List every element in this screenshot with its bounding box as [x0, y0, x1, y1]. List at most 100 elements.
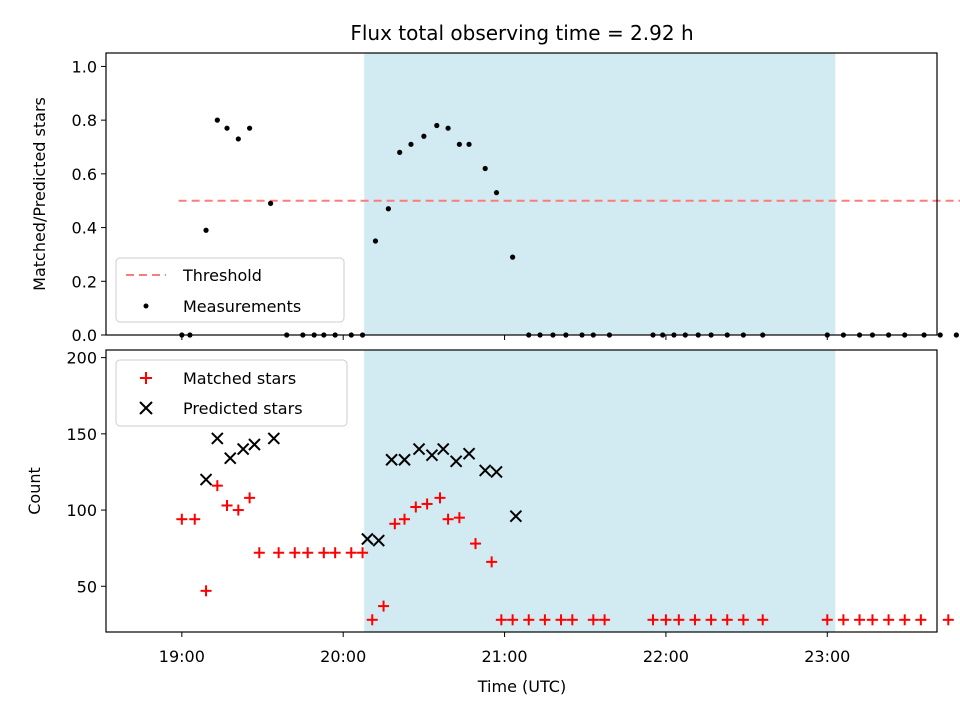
matched-star-point — [523, 614, 535, 626]
measurement-point — [224, 125, 230, 131]
top-panel: 0.0 0.2 0.4 0.6 0.8 1.0 Matched/Predicted sta… — [30, 52, 960, 345]
matched-star-point — [660, 614, 672, 626]
x-tick-label: 23:00 — [804, 647, 850, 666]
matched-star-point — [866, 614, 878, 626]
matched-star-point — [318, 547, 330, 559]
matched-star-point — [566, 614, 578, 626]
measurement-point — [372, 238, 379, 244]
measurement-point — [445, 125, 451, 131]
matched-star-point — [244, 492, 256, 504]
matched-star-point — [470, 538, 482, 550]
legend-measurements-label: Measurements — [183, 297, 301, 316]
matched-star-point — [378, 600, 390, 612]
legend-measurements-swatch — [143, 303, 149, 309]
x-tick-label: 21:00 — [482, 647, 528, 666]
matched-star-point — [421, 498, 433, 510]
matched-star-point — [507, 614, 519, 626]
measurement-point — [397, 149, 403, 155]
measurement-point — [421, 133, 427, 139]
matched-star-point — [705, 614, 717, 626]
measurement-point — [408, 141, 414, 147]
matched-star-point — [453, 512, 465, 524]
bottom-legend-box — [115, 359, 348, 427]
bottom-y-axis-label: Count — [25, 467, 44, 515]
x-tick-label: 20:00 — [320, 647, 366, 666]
predicted-star-point — [236, 442, 250, 456]
matched-star-point — [942, 614, 954, 626]
matched-star-point — [366, 614, 378, 626]
predicted-star-point — [490, 465, 503, 479]
matched-star-point — [899, 614, 911, 626]
predicted-star-point — [425, 448, 439, 462]
measurement-point — [434, 122, 440, 129]
matched-star-point — [599, 614, 611, 626]
x-tick-label: 22:00 — [643, 647, 689, 666]
matched-star-point — [821, 614, 833, 626]
matched-star-point — [854, 614, 866, 626]
matched-star-point — [253, 547, 265, 559]
y-tick-label: 50 — [77, 577, 97, 596]
matched-star-point — [689, 614, 701, 626]
legend-threshold-label: Threshold — [182, 266, 262, 285]
measurement-point — [482, 165, 488, 172]
predicted-star-point — [509, 509, 523, 523]
matched-star-point — [289, 547, 301, 559]
predicted-star-point — [437, 442, 450, 456]
measurement-point — [466, 141, 472, 147]
predicted-star-point — [224, 452, 237, 465]
predicted-star-point — [267, 432, 281, 445]
legend-predicted-label: Predicted stars — [183, 399, 303, 418]
predicted-star-point — [361, 532, 374, 546]
y-tick-label: 0.4 — [72, 219, 97, 238]
matched-star-point — [883, 614, 895, 626]
chart-title: Flux total observing time = 2.92 h — [350, 21, 693, 45]
bottom-y-ticks: 50 100 150 200 — [66, 349, 106, 596]
matched-star-point — [587, 614, 599, 626]
matched-star-point — [673, 614, 685, 626]
matched-star-point — [329, 547, 341, 559]
matched-star-point — [211, 480, 223, 492]
matched-star-point — [495, 614, 507, 626]
bottom-plot-frame — [105, 349, 938, 633]
y-tick-label: 100 — [66, 501, 97, 520]
y-tick-label: 200 — [66, 349, 97, 368]
matched-star-point — [221, 499, 233, 511]
measurement-point — [267, 200, 274, 206]
matched-star-point — [189, 513, 201, 525]
y-tick-label: 150 — [66, 425, 97, 444]
predicted-stars-series — [199, 432, 523, 547]
y-tick-label: 0.0 — [72, 326, 97, 345]
predicted-star-point — [462, 447, 476, 460]
matched-star-point — [915, 614, 927, 626]
measurement-point — [214, 117, 220, 123]
matched-star-point — [555, 614, 567, 626]
measurement-point — [247, 125, 253, 131]
legend-matched-swatch — [140, 372, 152, 384]
matched-star-point — [837, 614, 849, 626]
predicted-star-point — [199, 473, 213, 486]
measurement-point — [937, 332, 943, 338]
matched-star-point — [442, 513, 454, 525]
bottom-legend: Matched stars Predicted stars — [115, 359, 348, 427]
predicted-star-point — [412, 442, 426, 456]
matched-star-point — [399, 513, 411, 525]
y-tick-label: 0.6 — [72, 165, 97, 184]
x-tick-label: 19:00 — [159, 647, 205, 666]
y-tick-label: 0.2 — [72, 272, 97, 291]
predicted-star-point — [398, 453, 411, 466]
matched-star-point — [357, 547, 369, 559]
matched-stars-series — [176, 480, 954, 626]
matched-star-point — [410, 501, 422, 513]
predicted-star-point — [211, 432, 224, 445]
measurement-point — [456, 141, 462, 147]
measurement-point — [953, 332, 959, 338]
predicted-star-point — [248, 438, 261, 451]
y-tick-label: 1.0 — [72, 57, 97, 76]
bottom-observing-window-band — [364, 350, 836, 632]
top-observing-window-band — [364, 53, 836, 335]
matched-star-point — [273, 547, 285, 559]
measurement-point — [510, 254, 516, 260]
matched-star-point — [486, 556, 498, 568]
predicted-star-point — [385, 453, 398, 466]
